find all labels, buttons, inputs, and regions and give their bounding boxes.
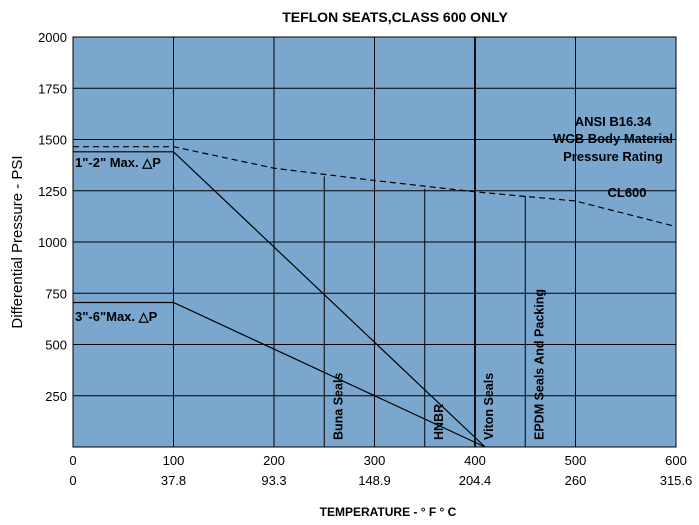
x-tick-label-f: 200 [263, 453, 285, 468]
plot-border [72, 36, 677, 448]
annotation-cl600: CL600 [607, 185, 646, 200]
y-tick-label: 750 [45, 286, 67, 301]
x-tick-label-c: 260 [565, 473, 587, 488]
y-axis-label: Differential Pressure - PSI [9, 155, 26, 328]
x-tick-labels: 0 100 200 300 400 500 600 0 37.8 93.3 148.9 204.4 26… [69, 453, 692, 488]
x-tick-label-c: 204.4 [459, 473, 492, 488]
x-tick-label-f: 100 [163, 453, 185, 468]
annotation-ansi-3: Pressure Rating [563, 149, 663, 164]
x-tick-label-c: 37.8 [161, 473, 186, 488]
series-line [73, 151, 486, 448]
y-tick-label: 1000 [38, 235, 67, 250]
seal-limit-label: Buna Seals [331, 373, 345, 440]
y-tick-label: 1500 [38, 133, 67, 148]
x-axis-label: TEMPERATURE - ° F ° C [320, 505, 457, 519]
y-tick-label: 500 [45, 338, 67, 353]
y-tick-label: 2000 [38, 30, 67, 45]
grid-lines [73, 37, 676, 447]
x-tick-label-c: 0 [69, 473, 76, 488]
series-lines [73, 146, 677, 448]
x-tick-label-f: 0 [69, 453, 76, 468]
seal-limit-label: Viton Seals [482, 373, 496, 440]
y-tick-label: 250 [45, 389, 67, 404]
seal-limit-labels: Buna Seals HNBR Viton Seals EPDM Seals And … [331, 289, 546, 440]
annotation-large-valve: 3"-6"Max. △P [75, 309, 158, 324]
x-tick-label-c: 148.9 [358, 473, 391, 488]
series-line [73, 146, 677, 228]
annotation-ansi-2: WCB Body Material [553, 131, 673, 146]
x-tick-label-f: 400 [464, 453, 486, 468]
x-tick-label-f: 500 [565, 453, 587, 468]
y-tick-label: 1750 [38, 81, 67, 96]
x-tick-label-f: 600 [665, 453, 687, 468]
x-tick-label-c: 93.3 [261, 473, 286, 488]
y-tick-labels: 250 500 750 1000 1250 1500 1750 2000 [38, 30, 67, 404]
x-tick-label-f: 300 [364, 453, 386, 468]
y-tick-label: 1250 [38, 184, 67, 199]
seal-limit-lines [323, 37, 526, 447]
x-tick-label-c: 315.6 [660, 473, 693, 488]
chart-title: TEFLON SEATS,CLASS 600 ONLY [282, 9, 508, 25]
seal-limit-label: EPDM Seals And Packing [532, 289, 546, 440]
annotation-ansi-1: ANSI B16.34 [575, 114, 652, 129]
series-line [73, 301, 486, 448]
annotation-small-valve: 1"-2" Max. △P [75, 155, 161, 170]
seal-limit-label: HNBR [432, 404, 446, 440]
